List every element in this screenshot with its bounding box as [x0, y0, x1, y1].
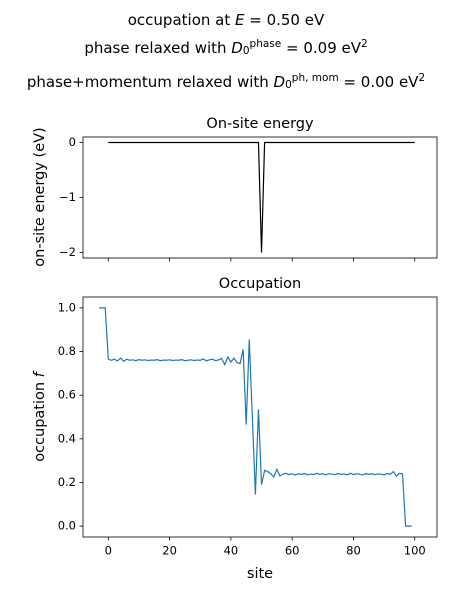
data-line — [99, 307, 412, 527]
text-part: 2 — [418, 72, 425, 84]
y-tick-label: 0.4 — [58, 431, 76, 445]
figure-title: occupation at E = 0.50 eV — [128, 11, 325, 29]
x-tick-label: 0 — [105, 544, 112, 558]
data-line — [108, 141, 415, 253]
text-part: occupation at — [128, 11, 235, 29]
axes-title: Occupation — [219, 276, 301, 292]
x-tick-label: 80 — [346, 544, 361, 558]
text-part: E — [235, 11, 245, 29]
x-tick-label: 100 — [404, 544, 426, 558]
text-part: phase relaxed with — [84, 39, 231, 57]
y-axis-label: occupation f — [32, 370, 48, 461]
text-part: occupation — [32, 377, 48, 461]
text-part: = 0.50 eV — [244, 11, 324, 29]
text-part: 2 — [361, 38, 368, 50]
text-part: phase — [250, 38, 282, 50]
y-tick-label: −2 — [59, 245, 76, 259]
y-tick-label: 1.0 — [58, 300, 76, 314]
axes-frame — [82, 296, 438, 538]
x-tick-label: 60 — [285, 544, 300, 558]
y-tick-label: 0.0 — [58, 519, 76, 533]
y-axis-label: on-site energy (eV) — [32, 127, 48, 266]
text-part: = 0.09 eV — [281, 39, 361, 57]
y-tick-label: −1 — [59, 190, 76, 204]
y-tick-label: 0.2 — [58, 475, 76, 489]
text-part: D — [274, 73, 286, 91]
y-tick-label: 0.8 — [58, 344, 76, 358]
axes-frame — [82, 136, 438, 259]
text-part: f — [32, 370, 48, 377]
text-part: 0 — [285, 79, 292, 91]
text-part: 0 — [243, 45, 250, 57]
text-part: D — [231, 39, 243, 57]
figure-title: phase+momentum relaxed with D0ph, mom = … — [27, 72, 425, 91]
axes-title: On-site energy — [206, 116, 314, 132]
y-tick-label: 0 — [69, 135, 76, 149]
figure-title: phase relaxed with D0phase = 0.09 eV2 — [84, 38, 367, 57]
x-tick-label: 20 — [162, 544, 177, 558]
text-part: phase+momentum relaxed with — [27, 73, 274, 91]
x-tick-label: 40 — [224, 544, 239, 558]
x-axis-label: site — [247, 566, 273, 582]
text-part: ph, mom — [292, 72, 339, 84]
text-part: = 0.00 eV — [339, 73, 419, 91]
y-tick-label: 0.6 — [58, 388, 76, 402]
